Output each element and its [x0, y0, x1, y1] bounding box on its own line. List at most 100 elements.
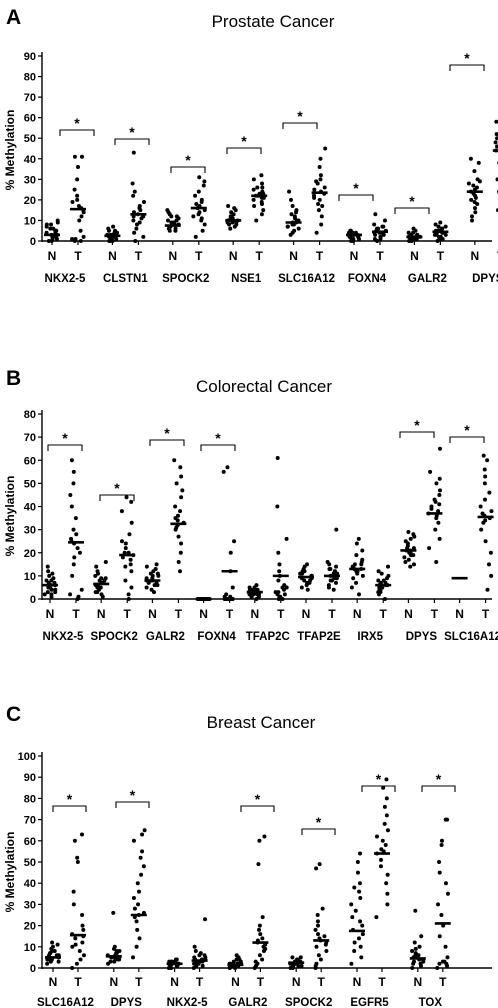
group-label-tumor: T — [439, 975, 447, 989]
data-point-tumor — [139, 216, 144, 221]
data-point-tumor — [131, 896, 136, 901]
y-tick-label: 70 — [24, 92, 36, 104]
data-point-tumor — [74, 532, 79, 537]
category-label: SLC16A12 — [278, 273, 335, 285]
data-point-tumor — [70, 573, 75, 578]
data-point-tumor — [323, 942, 328, 947]
data-point-tumor — [443, 944, 448, 949]
data-point-tumor — [80, 923, 85, 928]
data-point-tumor — [275, 455, 280, 460]
data-point-tumor — [386, 573, 391, 578]
significance-bracket — [99, 494, 135, 501]
data-point-normal — [112, 944, 117, 949]
data-point-tumor — [126, 592, 131, 597]
panel-a-prostate-cancer: A Prostate Cancer % Methylation 0 10 20 30 4… — [3, 6, 498, 285]
data-point-tumor — [134, 222, 139, 227]
data-point-normal — [287, 189, 292, 194]
data-point-normal — [45, 590, 50, 595]
data-point-tumor — [199, 216, 204, 221]
data-point-tumor — [320, 204, 325, 209]
data-point-tumor — [437, 488, 442, 493]
data-point-tumor — [78, 239, 83, 243]
data-point-tumor — [260, 189, 265, 194]
group-label-normal: N — [48, 249, 57, 263]
data-point-tumor — [260, 185, 265, 190]
data-point-tumor — [135, 927, 140, 932]
data-point-tumor — [221, 469, 226, 474]
chart-marks-colorectal: 0 10 20 30 40 50 60 70 80 N T NKX2-5 * N T SPOCK2 * N T GAL… — [24, 409, 498, 643]
data-point-normal — [45, 961, 50, 966]
data-point-normal — [231, 959, 236, 964]
data-point-tumor — [436, 224, 441, 229]
data-point-normal — [165, 218, 170, 223]
data-point-normal — [407, 239, 412, 243]
data-point-normal — [360, 923, 365, 928]
data-point-normal — [357, 889, 362, 894]
data-point-normal — [350, 564, 355, 569]
data-point-tumor — [193, 193, 198, 198]
data-point-normal — [108, 959, 113, 964]
data-point-normal — [153, 566, 158, 571]
data-point-tumor — [316, 208, 321, 213]
group-label-tumor: T — [431, 607, 439, 621]
data-point-normal — [411, 562, 416, 567]
data-point-tumor — [315, 919, 320, 924]
data-point-normal — [294, 208, 299, 213]
data-point-normal — [413, 908, 418, 913]
data-point-tumor — [439, 838, 444, 843]
data-point-tumor — [314, 179, 319, 184]
category-label: TFAP2E — [297, 631, 341, 643]
data-point-tumor — [322, 934, 327, 939]
data-point-tumor — [313, 927, 318, 932]
data-point-tumor — [314, 230, 319, 235]
data-point-tumor — [79, 587, 84, 592]
data-point-tumor — [193, 234, 198, 239]
data-point-tumor — [334, 527, 339, 532]
data-point-tumor — [176, 513, 181, 518]
data-point-tumor — [131, 838, 136, 843]
data-point-tumor — [482, 467, 487, 472]
data-point-normal — [413, 946, 418, 951]
data-point-tumor — [130, 181, 135, 186]
data-point-tumor — [141, 864, 146, 869]
data-point-tumor — [258, 932, 263, 937]
data-point-tumor — [71, 902, 76, 907]
data-point-normal — [416, 953, 421, 958]
data-point-tumor — [196, 212, 201, 217]
group-label-normal: N — [455, 607, 464, 621]
panel-label-b: B — [6, 367, 21, 390]
data-point-tumor — [481, 453, 486, 458]
data-point-tumor — [378, 234, 383, 239]
data-point-tumor — [131, 150, 136, 155]
data-point-normal — [290, 204, 295, 209]
data-point-tumor — [192, 961, 197, 966]
y-tick-label: 20 — [24, 548, 36, 560]
data-point-normal — [352, 949, 357, 954]
chart-title-prostate: Prostate Cancer — [212, 12, 335, 31]
data-point-normal — [45, 564, 50, 569]
data-point-tumor — [316, 953, 321, 958]
data-point-normal — [349, 585, 354, 590]
significance-star: * — [414, 417, 420, 433]
data-point-tumor — [75, 860, 80, 864]
data-point-tumor — [176, 534, 181, 539]
significance-bracket — [149, 439, 185, 446]
group-label-normal: N — [168, 249, 177, 263]
group-label-tumor: T — [257, 975, 265, 989]
data-point-tumor — [489, 509, 494, 514]
data-point-normal — [354, 541, 359, 546]
data-point-tumor — [314, 944, 319, 949]
data-point-normal — [403, 560, 408, 564]
group-label-tumor: T — [175, 607, 183, 621]
data-point-normal — [358, 851, 363, 856]
data-point-tumor — [314, 961, 319, 966]
category-label: GALR2 — [408, 273, 447, 285]
data-point-normal — [302, 569, 307, 574]
data-point-normal — [360, 548, 365, 553]
data-point-normal — [232, 206, 237, 211]
significance-star: * — [464, 50, 470, 66]
data-point-normal — [355, 870, 360, 875]
data-point-tumor — [230, 585, 235, 590]
data-point-tumor — [485, 587, 490, 592]
data-point-normal — [418, 961, 423, 966]
